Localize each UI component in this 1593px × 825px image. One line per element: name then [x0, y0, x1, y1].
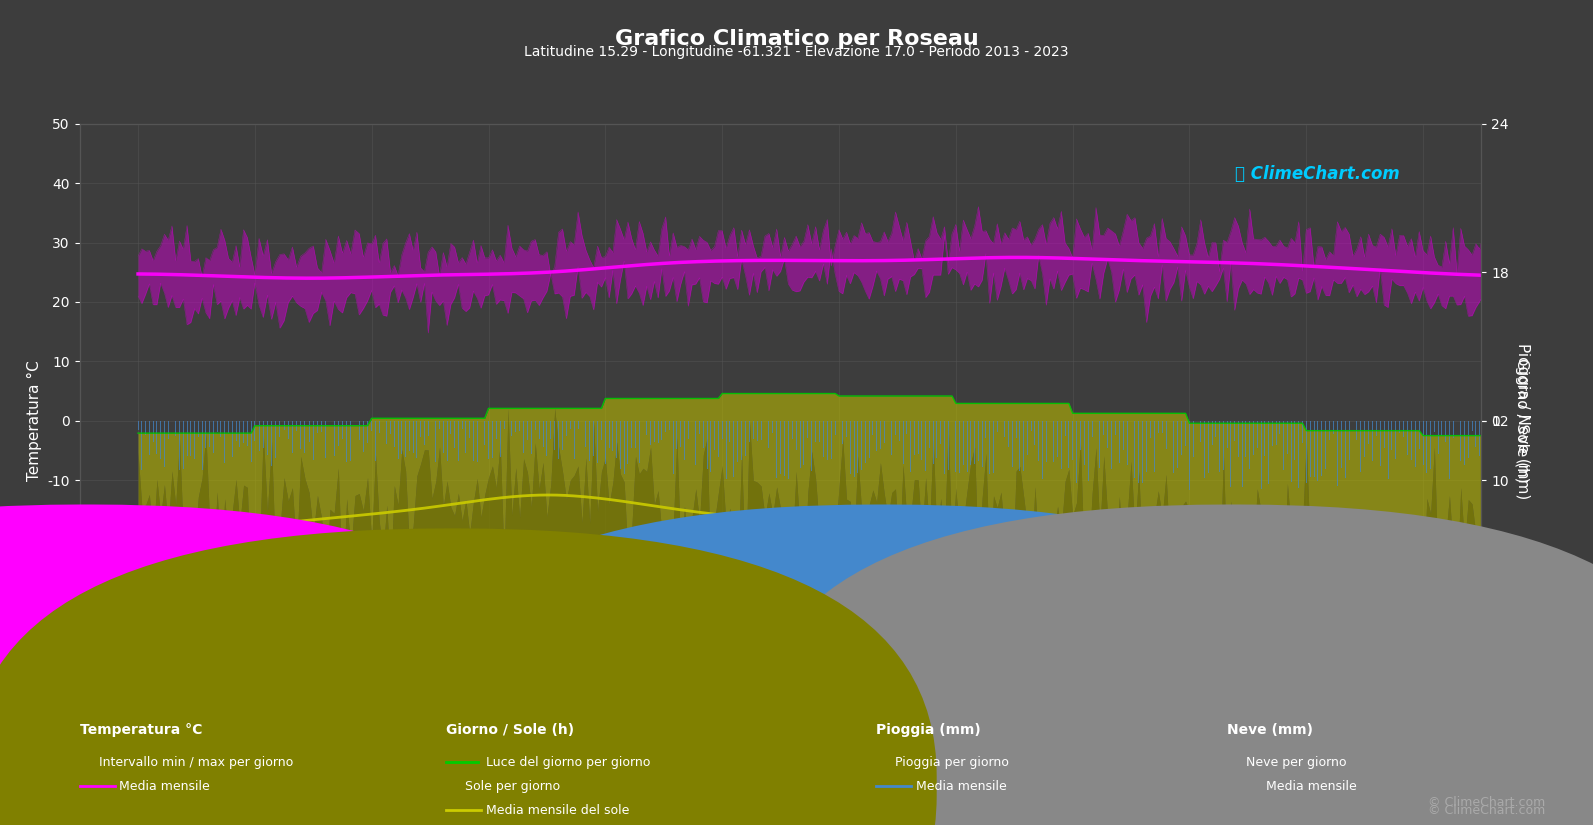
Text: Grafico Climatico per Roseau: Grafico Climatico per Roseau [615, 29, 978, 49]
Text: 🌍 ClimeChart.com: 🌍 ClimeChart.com [161, 631, 312, 647]
Text: Intervallo min / max per giorno: Intervallo min / max per giorno [99, 756, 293, 769]
FancyBboxPatch shape [749, 504, 1593, 825]
Text: Sole per giorno: Sole per giorno [465, 780, 561, 793]
Text: © ClimeChart.com: © ClimeChart.com [1427, 804, 1545, 817]
Text: © ClimeChart.com: © ClimeChart.com [1427, 795, 1545, 808]
Text: Neve per giorno: Neve per giorno [1246, 756, 1346, 769]
Text: Luce del giorno per giorno: Luce del giorno per giorno [486, 756, 650, 769]
Text: Media mensile: Media mensile [916, 780, 1007, 793]
FancyBboxPatch shape [0, 504, 570, 825]
Y-axis label: Pioggia / Neve (mm): Pioggia / Neve (mm) [1515, 342, 1529, 499]
Text: Giorno / Sole (h): Giorno / Sole (h) [446, 724, 573, 738]
Text: Media mensile: Media mensile [119, 780, 210, 793]
Text: Media mensile: Media mensile [1266, 780, 1357, 793]
FancyBboxPatch shape [398, 504, 1367, 825]
Y-axis label: Giorno / Sole (h): Giorno / Sole (h) [1515, 358, 1529, 483]
Text: Pioggia per giorno: Pioggia per giorno [895, 756, 1008, 769]
Text: Pioggia (mm): Pioggia (mm) [876, 724, 981, 738]
Y-axis label: Temperatura °C: Temperatura °C [27, 361, 41, 481]
Text: Temperatura °C: Temperatura °C [80, 724, 202, 738]
Text: Neve (mm): Neve (mm) [1227, 724, 1313, 738]
FancyBboxPatch shape [0, 528, 937, 825]
Text: Media mensile del sole: Media mensile del sole [486, 804, 629, 817]
Text: Latitudine 15.29 - Longitudine -61.321 - Elevazione 17.0 - Periodo 2013 - 2023: Latitudine 15.29 - Longitudine -61.321 -… [524, 45, 1069, 59]
Text: 🌍 ClimeChart.com: 🌍 ClimeChart.com [1235, 165, 1400, 183]
